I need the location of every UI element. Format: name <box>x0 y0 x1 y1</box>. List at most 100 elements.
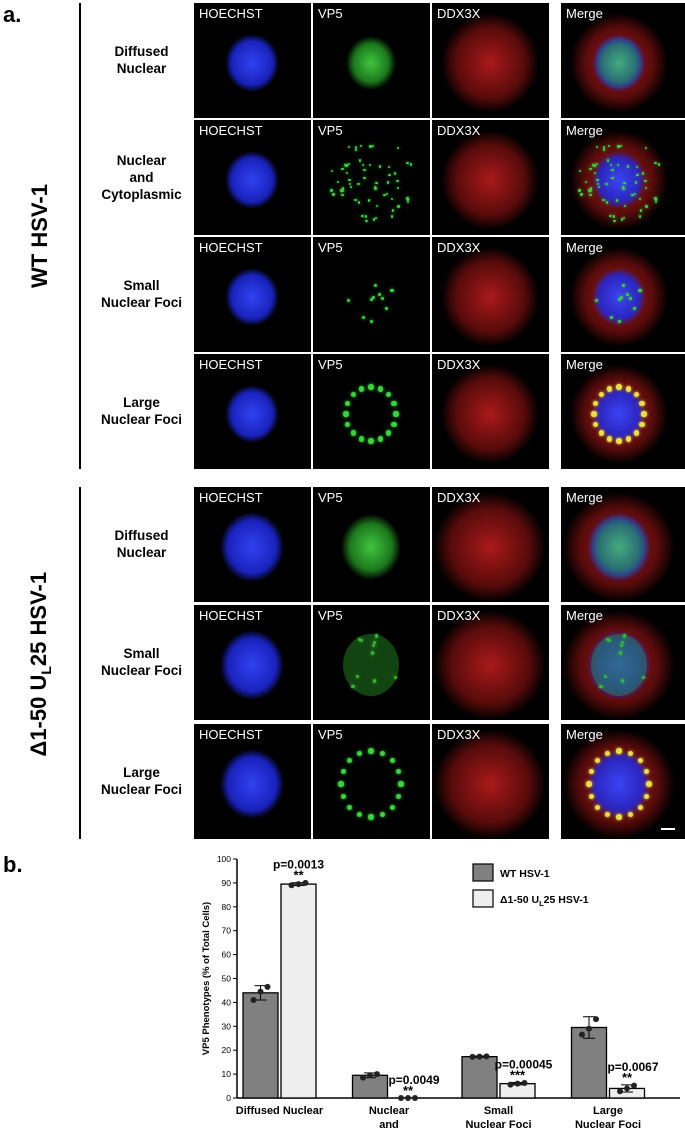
micrograph-merge: Merge <box>561 724 685 839</box>
vp5-dot <box>593 164 597 167</box>
channel-label: HOECHST <box>199 727 263 742</box>
vp5-dot <box>406 161 409 164</box>
vp5-dot <box>616 748 622 754</box>
vp5-dot <box>330 169 334 173</box>
vp5-dot <box>344 164 348 167</box>
vp5-dot <box>354 148 358 151</box>
micrograph-hoechst: HOECHST <box>194 3 311 118</box>
vp5-dot <box>617 163 620 166</box>
vp5-dot <box>616 384 622 390</box>
bar <box>242 992 279 1099</box>
cytoplasm-stain <box>434 610 546 720</box>
vp5-dot <box>639 209 643 212</box>
x-category-label: Nuclear <box>369 1105 410 1117</box>
vp5-dot <box>606 159 610 162</box>
panel-a-letter: a. <box>3 2 22 27</box>
cytoplasm-stain <box>441 130 539 230</box>
legend-entry: WT HSV-1 <box>500 868 550 880</box>
vp5-dot <box>343 411 349 417</box>
vp5-dot <box>609 164 612 167</box>
vp5-dot <box>391 209 395 212</box>
data-point <box>302 879 309 886</box>
vp5-dot <box>635 165 639 169</box>
x-category-label: Nuclear Foci <box>575 1119 641 1128</box>
p-value-label: p=0.00045 <box>495 1057 553 1071</box>
y-tick-label: 40 <box>222 997 232 1007</box>
vp5-dot <box>393 172 397 175</box>
vp5-dot <box>604 750 611 757</box>
channel-label: DDX3X <box>437 6 481 21</box>
vp5-dot <box>358 436 365 442</box>
vp5-phenotype-bar-chart: 0 10 20 30 40 50 60 70 80 90 100 VP5 Phenotypes (% … <box>201 854 680 1128</box>
vp5-dot <box>602 148 606 151</box>
significance-stars: ** <box>622 1070 633 1085</box>
vp5-dot <box>341 167 344 171</box>
cytoplasm-stain <box>441 13 539 113</box>
channel-label: VP5 <box>318 727 343 742</box>
vp5-dot <box>368 438 374 444</box>
panel-b-letter: b. <box>3 852 23 877</box>
vp5-dot <box>619 144 623 148</box>
vp5-dot <box>611 176 614 179</box>
vp5-dot <box>620 218 624 221</box>
channel-label: VP5 <box>318 490 343 505</box>
channel-label: VP5 <box>318 123 343 138</box>
legend-text: WT HSV-1 <box>500 868 550 880</box>
vp5-dot <box>345 164 349 167</box>
nucleus-stain <box>225 385 279 443</box>
micrograph-merge: Merge <box>561 3 685 118</box>
row-label: Diffused Nuclear <box>84 43 199 77</box>
channel-label: DDX3X <box>437 240 481 255</box>
vp5-dot <box>361 315 365 319</box>
legend-swatch <box>472 863 494 882</box>
vp5-dot <box>361 215 364 218</box>
channel-label: Merge <box>566 6 603 21</box>
data-point <box>257 988 264 995</box>
vp5-dot <box>617 319 621 324</box>
vp5-dot <box>375 204 379 207</box>
vp5-dot <box>374 216 378 220</box>
vp5-dot <box>605 182 608 186</box>
data-point <box>374 1071 380 1078</box>
vp5-dot <box>369 297 374 302</box>
data-point <box>579 1031 585 1038</box>
vp5-dot <box>341 193 344 197</box>
y-tick-label: 10 <box>222 1069 232 1079</box>
vp5-dot <box>356 811 363 818</box>
vp5-dot <box>340 794 346 800</box>
nucleus-stain <box>220 749 284 819</box>
vp5-diffuse <box>346 36 396 90</box>
vp5-dot <box>377 386 384 392</box>
x-category-label: Small <box>484 1105 513 1117</box>
micrograph-vp5: VP5 <box>313 120 430 235</box>
bar <box>280 883 317 1099</box>
vp5-dot <box>634 192 637 195</box>
vp5-dot <box>377 292 381 296</box>
vp5-dot <box>381 296 385 300</box>
vp5-dot <box>629 296 633 300</box>
vp5-dot <box>622 187 625 190</box>
vp5-dot <box>341 189 344 193</box>
vp5-dot <box>616 438 622 444</box>
vp5-dot <box>386 181 390 184</box>
vp5-dot <box>406 201 410 204</box>
channel-label: DDX3X <box>437 357 481 372</box>
x-category-label: Diffused Nuclear <box>236 1105 324 1117</box>
vp5-dot <box>632 307 637 311</box>
row-label-line: Large <box>123 395 160 410</box>
micrograph-ddx3x: DDX3X <box>432 605 549 720</box>
channel-label: VP5 <box>318 608 343 623</box>
vp5-dot <box>619 643 623 647</box>
vp5-dot <box>398 781 404 787</box>
vp5-dot <box>637 758 643 764</box>
vp5-dot <box>622 216 626 220</box>
vp5-dot <box>619 295 624 299</box>
vp5-dot <box>612 215 616 218</box>
vp5-dot <box>372 679 377 683</box>
data-point <box>631 1082 637 1089</box>
vp5-dot <box>388 173 391 177</box>
vp5-dot <box>379 165 382 168</box>
significance-stars: *** <box>510 1067 526 1082</box>
data-point <box>250 997 257 1004</box>
vp5-dot <box>623 204 627 207</box>
